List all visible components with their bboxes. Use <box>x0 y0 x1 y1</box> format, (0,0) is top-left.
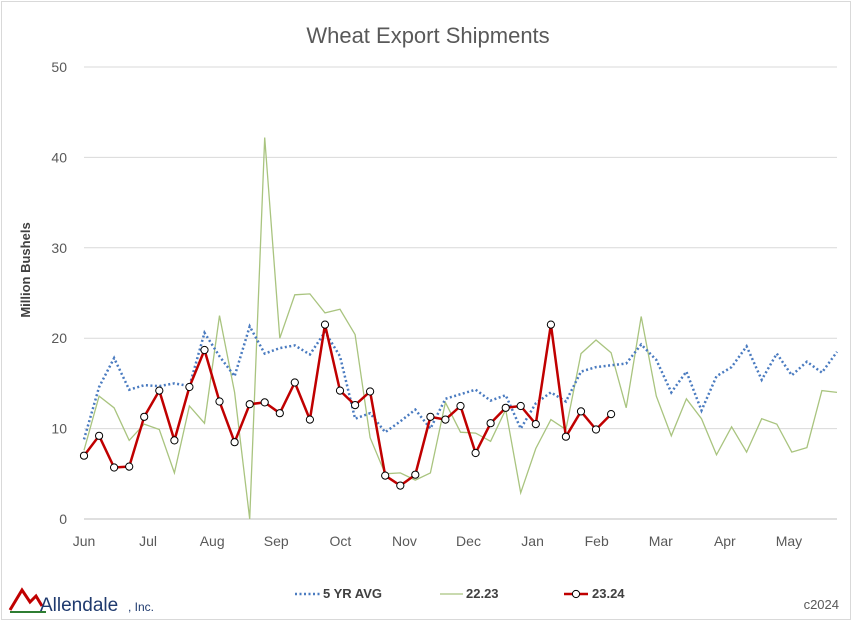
x-tick-label: Aug <box>200 533 225 549</box>
data-point-23-24 <box>411 470 420 479</box>
data-point-23-24 <box>230 438 239 447</box>
data-point-23-24 <box>79 451 89 460</box>
series-23-24 <box>79 320 616 490</box>
x-tick-label: Sep <box>264 533 289 549</box>
x-tick-label: Mar <box>649 533 673 549</box>
legend-label-5yr-avg: 5 YR AVG <box>323 586 382 601</box>
chart-title: Wheat Export Shipments <box>306 23 549 48</box>
data-point-23-24 <box>456 401 465 411</box>
data-point-23-24 <box>185 382 194 392</box>
data-point-23-24 <box>471 448 480 458</box>
legend-item-5yr-avg[interactable]: 5 YR AVG <box>295 586 382 601</box>
data-point-23-24 <box>366 387 375 396</box>
data-point-23-24 <box>95 431 104 440</box>
legend-label-22-23: 22.23 <box>466 586 499 601</box>
data-point-23-24 <box>486 419 495 428</box>
legend-marker-23-24 <box>571 589 581 599</box>
data-point-23-24 <box>305 415 314 424</box>
data-point-23-24 <box>335 386 345 395</box>
data-point-23-24 <box>320 320 330 329</box>
x-tick-label: Oct <box>329 533 351 549</box>
gridlines <box>84 66 837 520</box>
logo-suffix: , Inc. <box>128 600 154 614</box>
data-point-23-24 <box>215 397 224 406</box>
data-point-23-24 <box>561 432 571 441</box>
data-point-23-24 <box>396 481 405 490</box>
data-point-23-24 <box>155 386 164 395</box>
legend: 5 YR AVG 22.23 23.24 <box>295 586 625 601</box>
x-tick-label: Feb <box>585 533 609 549</box>
data-point-23-24 <box>275 409 284 418</box>
data-point-23-24 <box>290 378 299 387</box>
x-tick-label: Jan <box>521 533 544 549</box>
x-tick-label: May <box>776 533 802 549</box>
y-tick-label: 30 <box>51 240 67 256</box>
credit-text: c2024 <box>804 597 839 612</box>
x-axis-ticks: Jun Jul Aug Sep Oct Nov Dec Jan Feb Mar Apr May <box>73 533 802 549</box>
legend-label-23-24: 23.24 <box>592 586 625 601</box>
allendale-logo: Allendale , Inc. <box>8 587 154 616</box>
data-point-23-24 <box>170 436 179 445</box>
data-point-23-24 <box>381 471 390 480</box>
y-tick-label: 10 <box>51 421 67 437</box>
y-tick-label: 20 <box>51 330 67 346</box>
series-line-5yr-avg <box>82 323 839 440</box>
data-point-23-24 <box>140 412 149 421</box>
series-layer <box>79 137 839 520</box>
logo-text: Allendale <box>40 595 118 616</box>
y-tick-label: 0 <box>59 511 67 527</box>
x-tick-label: Jun <box>73 533 96 549</box>
data-point-23-24 <box>125 462 134 471</box>
series-5yr-avg <box>82 323 839 440</box>
logo-mark <box>8 587 44 611</box>
legend-item-22-23[interactable]: 22.23 <box>440 586 499 601</box>
y-tick-label: 40 <box>51 149 67 165</box>
x-tick-label: Jul <box>139 533 157 549</box>
data-point-23-24 <box>546 320 556 329</box>
x-tick-label: Dec <box>456 533 481 549</box>
data-point-23-24 <box>501 403 510 412</box>
data-point-23-24 <box>516 401 525 411</box>
data-point-23-24 <box>110 463 119 472</box>
x-tick-label: Apr <box>714 533 736 549</box>
y-axis-ticks: 0 10 20 30 40 50 <box>51 59 67 527</box>
y-tick-label: 50 <box>51 59 67 75</box>
data-point-23-24 <box>607 410 616 419</box>
legend-item-23-24[interactable]: 23.24 <box>564 586 625 601</box>
data-point-23-24 <box>351 401 360 410</box>
data-point-23-24 <box>576 407 586 416</box>
data-point-23-24 <box>260 398 269 407</box>
data-point-23-24 <box>591 425 601 434</box>
series-22-23 <box>83 137 838 520</box>
data-point-23-24 <box>531 420 540 429</box>
x-tick-label: Nov <box>392 533 417 549</box>
data-point-23-24 <box>245 400 254 409</box>
y-axis-label: Million Bushels <box>18 222 33 317</box>
data-point-23-24 <box>200 345 209 355</box>
series-line-22-23 <box>83 137 838 520</box>
data-point-23-24 <box>426 412 435 421</box>
data-point-23-24 <box>441 415 450 424</box>
